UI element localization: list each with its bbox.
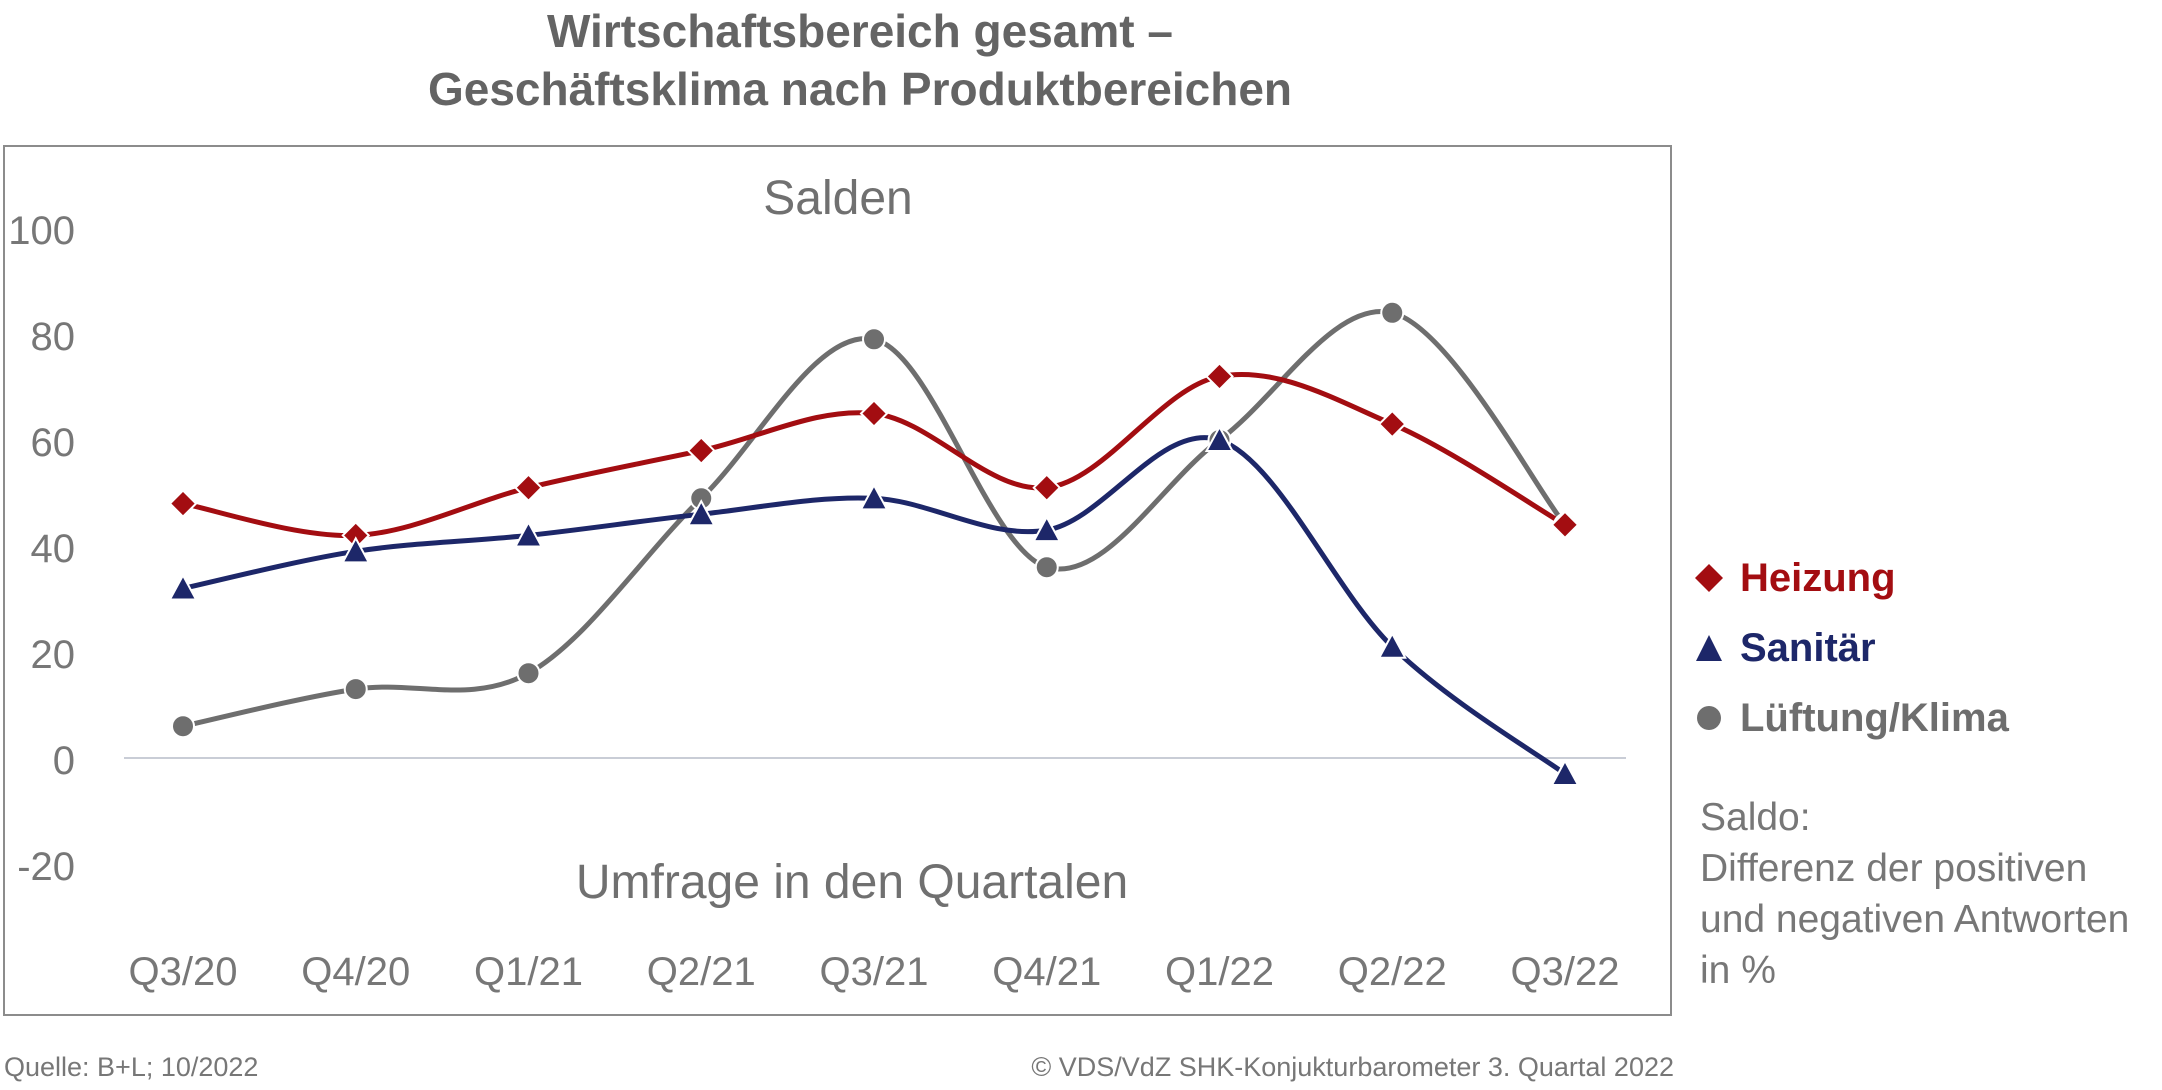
data-point-lueftung xyxy=(1034,555,1059,580)
y-tick-label: 100 xyxy=(8,209,75,253)
saldo-note-line: in % xyxy=(1700,949,1776,992)
legend-label-lueftung: Lüftung/Klima xyxy=(1740,695,2009,740)
chart-subtitle: Salden xyxy=(763,172,912,225)
plot-frame xyxy=(3,145,1672,1016)
x-tick-label: Q3/20 xyxy=(129,950,238,994)
circle-icon xyxy=(1697,706,1721,730)
data-point-heizung xyxy=(514,473,543,503)
data-point-sanitaer xyxy=(513,520,544,548)
y-tick-label: 60 xyxy=(31,421,76,465)
y-tick-label: 80 xyxy=(31,315,76,359)
saldo-note: Saldo: Differenz der positiven und negat… xyxy=(1700,792,2129,996)
x-tick-label: Q3/21 xyxy=(820,950,929,994)
saldo-note-line: Differenz der positiven xyxy=(1700,847,2088,890)
x-tick-label: Q2/21 xyxy=(647,950,756,994)
copyright-note: © VDS/VdZ SHK-Konjukturbarometer 3. Quar… xyxy=(1031,1052,1674,1082)
data-point-sanitaer xyxy=(859,483,889,511)
data-point-heizung xyxy=(1377,409,1407,439)
x-tick-label: Q4/20 xyxy=(301,950,410,994)
x-tick-label: Q3/22 xyxy=(1511,950,1620,994)
chart-svg: Salden Umfrage in den Quartalen 100 80 60 4… xyxy=(3,145,1672,1016)
data-point-heizung xyxy=(1205,361,1234,391)
x-axis-label: Umfrage in den Quartalen xyxy=(576,856,1128,909)
data-point-sanitaer xyxy=(341,536,371,564)
x-axis-ticks: Q3/20 Q4/20 Q1/21 Q2/21 Q3/21 Q4/21 Q1/22 Q2/22… xyxy=(129,950,1620,994)
series-markers xyxy=(168,300,1580,786)
data-point-heizung xyxy=(859,399,889,428)
legend-item-heizung: Heizung xyxy=(1694,548,1896,608)
data-point-sanitaer xyxy=(1204,424,1235,453)
data-point-sanitaer xyxy=(1377,631,1407,659)
data-point-sanitaer xyxy=(1032,514,1062,543)
y-tick-label: 40 xyxy=(31,527,76,571)
legend-item-lueftung: Lüftung/Klima xyxy=(1694,688,2009,748)
legend-label-heizung: Heizung xyxy=(1740,555,1896,600)
data-point-heizung xyxy=(1032,473,1062,503)
data-point-lueftung xyxy=(1380,300,1405,325)
data-point-sanitaer xyxy=(686,499,716,527)
data-point-lueftung xyxy=(171,714,195,739)
data-point-sanitaer xyxy=(168,573,198,601)
data-point-lueftung xyxy=(343,677,368,702)
x-tick-label: Q1/22 xyxy=(1165,950,1274,994)
series-line-sanitaer xyxy=(180,435,1568,777)
chart-title-line1: Wirtschaftsbereich gesamt – xyxy=(547,5,1173,57)
diamond-icon xyxy=(1695,564,1723,592)
data-point-sanitaer xyxy=(1550,758,1580,786)
x-tick-label: Q4/21 xyxy=(992,950,1101,994)
series-lines xyxy=(180,308,1568,777)
x-tick-label: Q2/22 xyxy=(1338,950,1447,994)
y-tick-label: 20 xyxy=(31,633,76,677)
source-note: Quelle: B+L; 10/2022 xyxy=(4,1052,259,1082)
legend-label-sanitaer: Sanitär xyxy=(1740,625,1876,670)
chart-title-line2: Geschäftsklima nach Produktbereichen xyxy=(427,63,1293,115)
data-point-lueftung xyxy=(516,661,541,686)
saldo-note-line: Saldo: xyxy=(1700,796,1811,839)
legend-item-sanitaer: Sanitär xyxy=(1694,618,1876,678)
data-point-heizung xyxy=(686,436,716,466)
series-line-lueftung xyxy=(180,308,1568,729)
x-tick-label: Q1/21 xyxy=(474,950,583,994)
y-axis-ticks: 100 80 60 40 20 0 -20 xyxy=(8,209,75,889)
series-line-heizung xyxy=(180,371,1568,538)
y-tick-label: 0 xyxy=(53,739,75,783)
data-point-lueftung xyxy=(862,327,886,352)
saldo-note-line: und negativen Antworten xyxy=(1700,898,2130,941)
data-point-heizung xyxy=(168,489,198,519)
data-point-heizung xyxy=(1550,510,1580,540)
triangle-icon xyxy=(1696,635,1722,661)
y-tick-label: -20 xyxy=(17,845,75,889)
